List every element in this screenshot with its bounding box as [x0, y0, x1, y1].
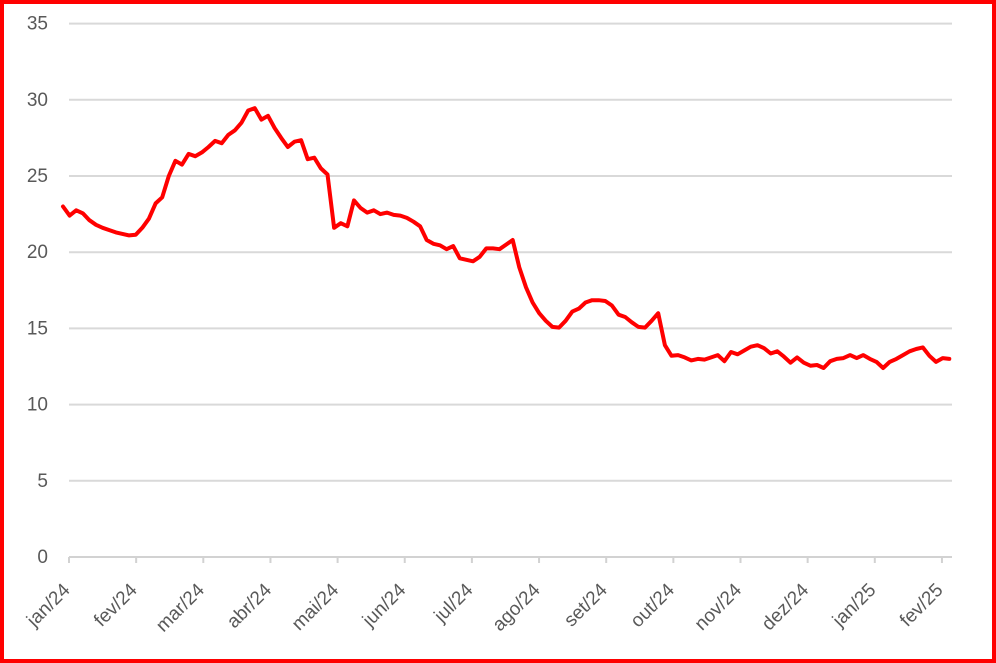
- y-tick-label: 30: [27, 90, 48, 111]
- x-tick-label: nov/24: [691, 579, 746, 634]
- x-tick-label: mar/24: [152, 579, 209, 636]
- x-tick-label: jun/24: [358, 579, 410, 631]
- x-tick-label: dez/24: [758, 579, 813, 634]
- x-tick-label: out/24: [627, 579, 680, 632]
- y-tick-label: 10: [27, 395, 48, 416]
- y-tick-label: 0: [37, 547, 48, 568]
- y-tick-label: 35: [27, 14, 48, 35]
- x-tick-label: mai/24: [288, 579, 343, 634]
- x-tick-label: set/24: [560, 579, 612, 631]
- x-tick-label: jan/25: [828, 580, 880, 632]
- price-line: [61, 106, 952, 370]
- x-tick-label: ago/24: [489, 579, 545, 635]
- y-tick-label: 5: [37, 471, 48, 492]
- y-tick-label: 20: [27, 242, 48, 263]
- y-tick-label: 25: [27, 166, 48, 187]
- x-tick-label: fev/24: [90, 579, 142, 631]
- y-tick-label: 15: [27, 318, 48, 339]
- x-tick-label: abr/24: [223, 579, 276, 632]
- x-tick-label: jul/24: [430, 579, 478, 627]
- x-tick-label: fev/25: [896, 580, 947, 631]
- x-tick-label: jan/24: [22, 579, 74, 631]
